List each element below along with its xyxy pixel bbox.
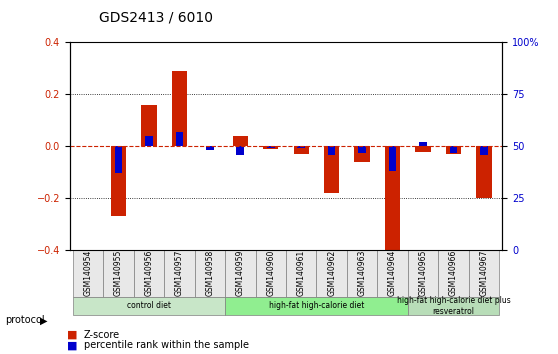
Text: high-fat high-calorie diet: high-fat high-calorie diet: [269, 302, 364, 310]
Bar: [206, 146, 214, 150]
Text: GDS2413 / 6010: GDS2413 / 6010: [99, 11, 213, 25]
Text: control diet: control diet: [127, 302, 171, 310]
Bar: [480, 146, 488, 155]
Text: GSM140966: GSM140966: [449, 250, 458, 296]
FancyBboxPatch shape: [438, 250, 469, 297]
Text: percentile rank within the sample: percentile rank within the sample: [84, 340, 249, 350]
FancyBboxPatch shape: [256, 250, 286, 297]
Bar: [145, 136, 153, 146]
Text: GSM140962: GSM140962: [327, 250, 336, 296]
Bar: [450, 146, 457, 153]
Text: GSM140961: GSM140961: [297, 250, 306, 296]
Bar: [446, 146, 461, 154]
Text: GSM140957: GSM140957: [175, 250, 184, 296]
Bar: [358, 146, 366, 153]
FancyBboxPatch shape: [103, 250, 134, 297]
Bar: [111, 146, 126, 216]
Bar: [237, 146, 244, 155]
FancyBboxPatch shape: [286, 250, 316, 297]
FancyBboxPatch shape: [134, 250, 164, 297]
Bar: [324, 146, 339, 193]
Text: high-fat high-calorie diet plus
resveratrol: high-fat high-calorie diet plus resverat…: [397, 296, 511, 316]
Bar: [389, 146, 396, 171]
FancyBboxPatch shape: [164, 250, 195, 297]
Bar: [415, 146, 431, 152]
Bar: [294, 146, 309, 154]
Text: GSM140956: GSM140956: [145, 250, 153, 296]
Text: Z-score: Z-score: [84, 330, 120, 339]
Bar: [115, 146, 122, 173]
Bar: [297, 146, 305, 148]
FancyBboxPatch shape: [225, 250, 256, 297]
FancyBboxPatch shape: [73, 250, 103, 297]
Text: GSM140964: GSM140964: [388, 250, 397, 296]
FancyBboxPatch shape: [377, 250, 408, 297]
Text: GSM140955: GSM140955: [114, 250, 123, 296]
Text: ▶: ▶: [40, 315, 47, 325]
Bar: [477, 146, 492, 198]
Text: ■: ■: [67, 330, 78, 339]
Text: GSM140960: GSM140960: [266, 250, 275, 296]
Text: protocol: protocol: [6, 315, 45, 325]
Bar: [354, 146, 370, 162]
Text: GSM140958: GSM140958: [205, 250, 214, 296]
Text: ■: ■: [67, 340, 78, 350]
Bar: [267, 146, 275, 148]
FancyBboxPatch shape: [469, 250, 499, 297]
Bar: [176, 132, 183, 146]
FancyBboxPatch shape: [347, 250, 377, 297]
FancyBboxPatch shape: [73, 297, 225, 315]
Bar: [141, 105, 157, 146]
Bar: [172, 71, 187, 146]
Text: GSM140967: GSM140967: [479, 250, 488, 296]
Bar: [233, 136, 248, 146]
FancyBboxPatch shape: [195, 250, 225, 297]
Bar: [419, 142, 427, 146]
Bar: [263, 146, 278, 149]
FancyBboxPatch shape: [408, 250, 438, 297]
Text: GSM140963: GSM140963: [358, 250, 367, 296]
FancyBboxPatch shape: [408, 297, 499, 315]
FancyBboxPatch shape: [316, 250, 347, 297]
Text: GSM140965: GSM140965: [418, 250, 427, 296]
FancyBboxPatch shape: [225, 297, 408, 315]
Bar: [385, 146, 400, 250]
Text: GSM140959: GSM140959: [236, 250, 245, 296]
Text: GSM140954: GSM140954: [84, 250, 93, 296]
Bar: [328, 146, 335, 155]
